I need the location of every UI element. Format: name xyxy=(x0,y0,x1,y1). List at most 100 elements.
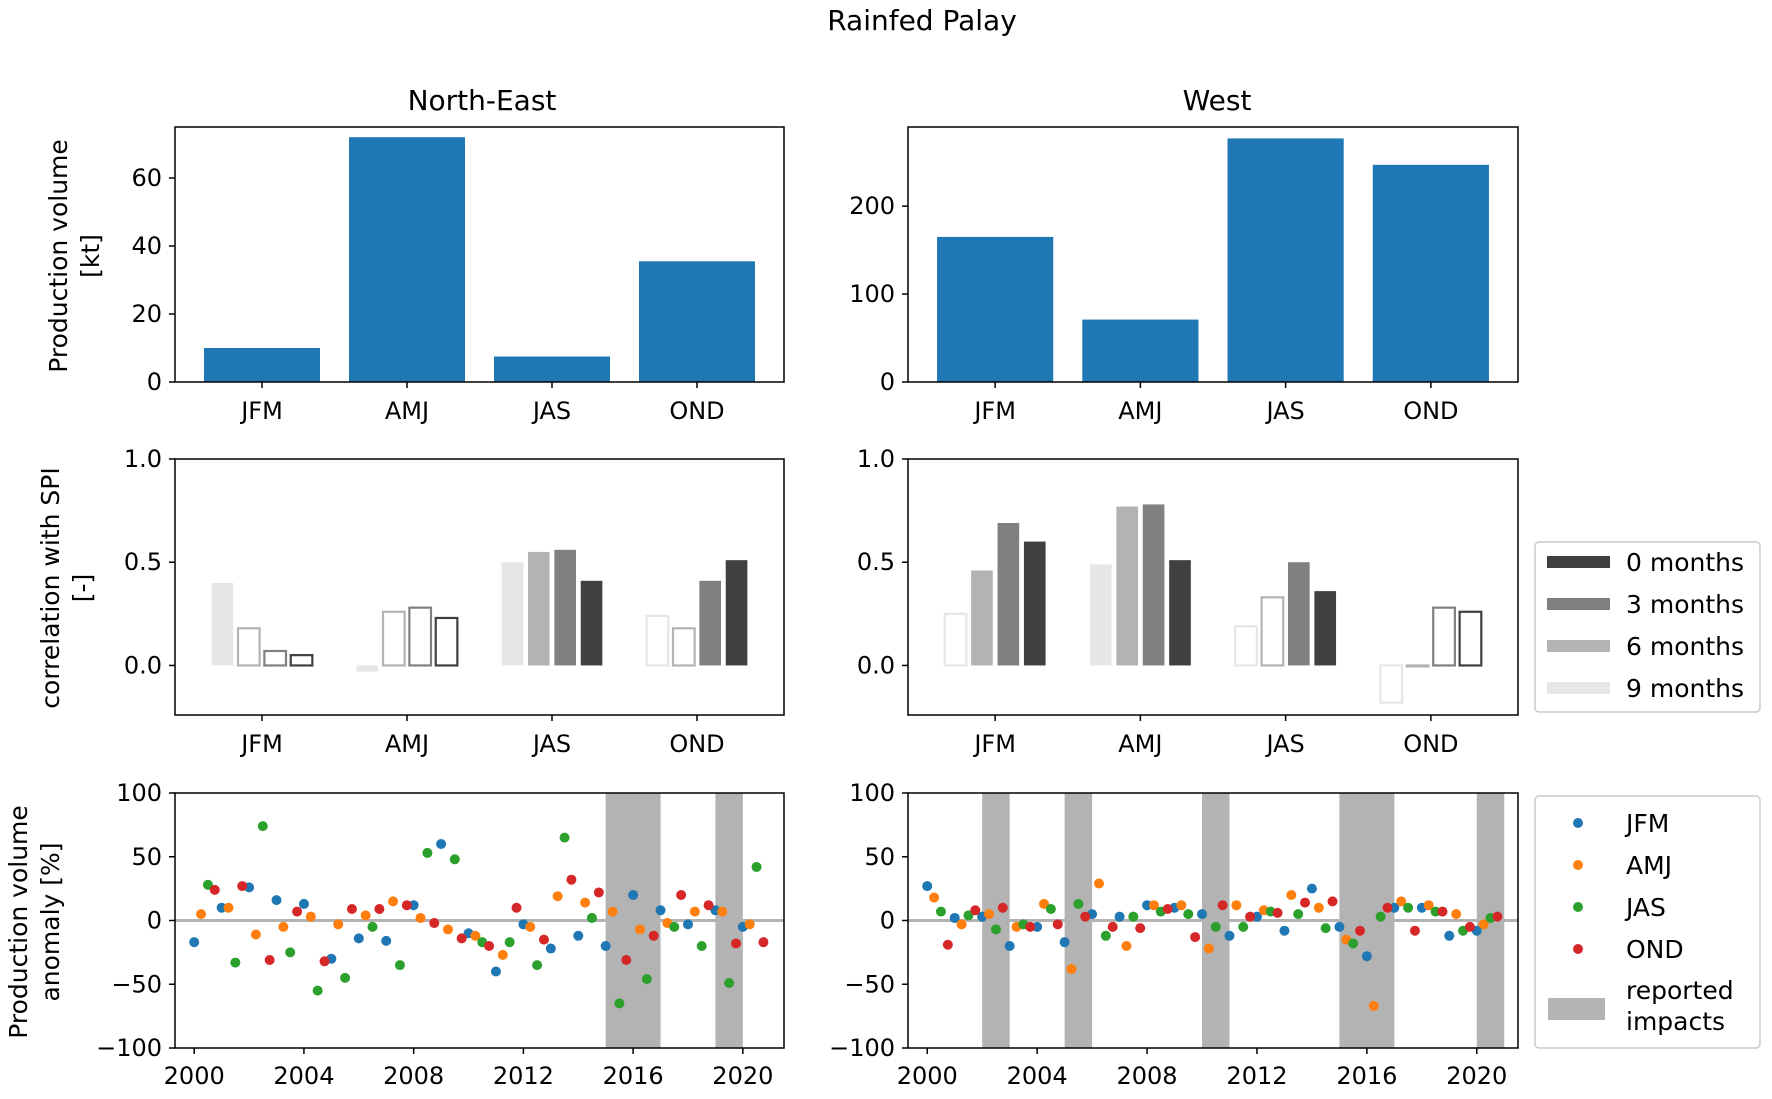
ylabel-correlation-line2: [-] xyxy=(68,574,97,603)
point-jfm xyxy=(1197,909,1208,920)
y-tick-label: 0 xyxy=(880,368,895,396)
point-ond xyxy=(1135,923,1146,934)
bar-jfm-lag1 xyxy=(236,627,261,667)
point-amj xyxy=(1148,900,1159,911)
point-ond xyxy=(484,941,495,951)
lag-legend-label-2: 6 months xyxy=(1626,632,1744,661)
point-jfm xyxy=(1142,900,1153,911)
point-amj xyxy=(442,924,453,935)
ne-production-panel: JFM AMJ JAS OND 0 20 40 60 xyxy=(131,126,785,425)
point-amj xyxy=(689,906,700,917)
point-ond xyxy=(237,881,248,892)
point-jfm xyxy=(381,935,392,946)
x-tick-label: 2000 xyxy=(897,1062,958,1090)
point-jfm xyxy=(189,937,200,948)
bar-jas xyxy=(1227,138,1344,382)
point-jfm xyxy=(271,895,282,906)
point-amj xyxy=(580,897,591,908)
point-amj xyxy=(305,911,316,922)
point-amj xyxy=(250,929,261,940)
point-ond xyxy=(1107,921,1118,932)
x-tick-label: JFM xyxy=(972,730,1016,758)
point-ond xyxy=(1492,911,1503,922)
point-jfm xyxy=(1389,902,1400,913)
x-tick-label: 2012 xyxy=(1226,1062,1287,1090)
x-tick-label: 2004 xyxy=(273,1062,334,1090)
season-legend-label-jas: JAS xyxy=(1624,893,1666,922)
point-amj xyxy=(223,902,234,913)
point-amj xyxy=(1451,909,1462,920)
y-tick-label: 20 xyxy=(131,300,162,328)
point-jfm xyxy=(545,943,556,954)
point-ond xyxy=(264,955,275,966)
bar-ond-lag2 xyxy=(699,580,721,666)
lag-legend-label-0: 0 months xyxy=(1626,548,1744,577)
point-jfm xyxy=(1334,921,1345,932)
point-amj xyxy=(1478,919,1489,930)
point-ond xyxy=(676,890,687,900)
point-jas xyxy=(504,937,515,948)
bar-jas xyxy=(494,356,610,382)
y-tick-label: 200 xyxy=(849,192,895,220)
point-ond xyxy=(456,933,467,944)
ne-correlation-frame xyxy=(174,458,785,716)
figure-title: Rainfed Palay xyxy=(827,4,1017,37)
y-tick-label: 0 xyxy=(147,368,162,396)
x-tick-label: OND xyxy=(669,397,724,425)
y-tick-label: 0.0 xyxy=(124,651,162,679)
point-jas xyxy=(202,879,213,890)
x-tick-label: OND xyxy=(669,730,724,758)
bar-jfm xyxy=(937,236,1054,382)
bar-jfm xyxy=(204,348,320,382)
point-jas xyxy=(449,854,460,865)
point-jfm xyxy=(1251,911,1262,922)
bar-ond-lag1 xyxy=(671,627,696,667)
bar-amj-lag3 xyxy=(1169,560,1191,666)
point-jas xyxy=(586,912,597,923)
point-amj xyxy=(984,909,995,920)
ylabel-anomaly-line1: Production volume xyxy=(4,805,33,1039)
point-ond xyxy=(319,956,330,967)
point-ond xyxy=(1245,911,1256,922)
point-amj xyxy=(1286,890,1297,900)
ylabel-correlation-line1: correlation with SPI xyxy=(36,467,65,708)
point-ond xyxy=(401,900,412,911)
point-ond xyxy=(1025,921,1036,932)
point-ond xyxy=(566,874,577,885)
point-jas xyxy=(1348,938,1359,949)
bar-jas-lag3 xyxy=(580,580,603,666)
bar-amj-lag3 xyxy=(434,616,459,667)
point-amj xyxy=(1176,900,1187,911)
bar-amj xyxy=(349,137,465,382)
bar-ond xyxy=(1372,164,1489,382)
panel-title-west: West xyxy=(1183,84,1252,117)
point-amj xyxy=(1093,878,1104,889)
point-ond xyxy=(703,900,714,911)
point-jfm xyxy=(1004,941,1015,951)
point-jas xyxy=(1100,930,1111,941)
bar-amj-lag2 xyxy=(408,606,433,667)
point-ond xyxy=(1437,906,1448,917)
point-amj xyxy=(634,924,645,935)
point-jas xyxy=(1430,906,1441,917)
point-ond xyxy=(374,904,385,915)
point-jfm xyxy=(1444,930,1455,941)
point-jas xyxy=(1320,923,1331,934)
point-jas xyxy=(1293,909,1304,920)
point-amj xyxy=(1039,898,1050,909)
point-jfm xyxy=(682,919,693,930)
w-production-frame xyxy=(907,126,1519,383)
point-jas xyxy=(257,821,268,832)
point-jfm xyxy=(353,933,364,944)
x-tick-label: JAS xyxy=(1264,730,1304,758)
y-tick-label: 50 xyxy=(131,843,162,871)
point-ond xyxy=(621,955,632,966)
point-jfm xyxy=(436,839,447,849)
point-jas xyxy=(285,947,296,958)
point-ond xyxy=(511,902,522,913)
lag-legend-label-3: 9 months xyxy=(1626,674,1744,703)
x-tick-label: 2008 xyxy=(1117,1062,1178,1090)
ylabel-anomaly-line2: anomaly [%] xyxy=(36,842,65,1001)
x-tick-label: JFM xyxy=(239,730,283,758)
